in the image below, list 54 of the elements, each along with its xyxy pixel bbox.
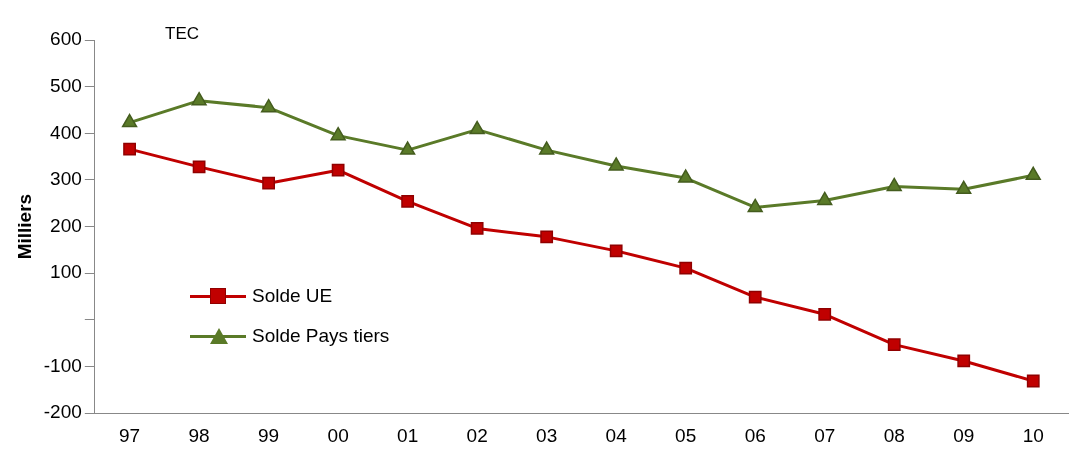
y-tick-label: -100 (43, 354, 82, 376)
point (678, 169, 694, 183)
y-tick-label: 600 (50, 28, 82, 50)
point (192, 160, 206, 174)
y-tick-label: 400 (50, 121, 82, 143)
point (817, 191, 833, 206)
point (191, 91, 207, 106)
legend-label: Solde UE (252, 285, 333, 307)
x-tick-label: 04 (605, 424, 628, 446)
point (331, 163, 345, 177)
legend-label: Solde Pays tiers (252, 325, 390, 347)
point (540, 230, 554, 244)
x-tick-label: 09 (953, 424, 975, 446)
point (679, 261, 693, 275)
point (818, 307, 832, 321)
x-tick-label: 02 (466, 424, 488, 446)
point (886, 177, 902, 192)
x-tick-label: 03 (536, 424, 558, 446)
x-tick-label: 10 (1022, 424, 1044, 446)
point (401, 195, 415, 208)
x-tick-label: 08 (883, 424, 905, 446)
x-tick-label: 98 (188, 424, 210, 446)
x-tick-label: 05 (675, 424, 697, 446)
x-tick-label: 07 (814, 424, 836, 446)
y-tick-label: 500 (50, 74, 82, 96)
point (748, 290, 762, 304)
point (747, 198, 763, 213)
point (956, 180, 972, 195)
point (957, 354, 971, 368)
point (399, 141, 416, 155)
point (609, 244, 623, 258)
point (470, 222, 484, 235)
y-tick-label: 200 (50, 214, 82, 236)
point (1026, 374, 1040, 388)
x-tick-label: 97 (119, 424, 141, 446)
point (887, 338, 901, 352)
point (469, 120, 485, 135)
y-tick-label: 300 (50, 168, 82, 190)
annotation: TEC (165, 24, 199, 44)
x-tick-label: 00 (327, 424, 349, 446)
x-tick-label: 99 (258, 424, 280, 446)
point (260, 98, 277, 113)
point (608, 157, 624, 171)
point (330, 126, 346, 141)
point (121, 113, 138, 128)
x-tick-label: 01 (397, 424, 419, 446)
y-tick-label: -200 (43, 401, 82, 423)
point (538, 141, 555, 155)
point (262, 176, 276, 190)
point (1025, 166, 1041, 181)
point (123, 142, 136, 156)
x-tick-label: 06 (744, 424, 766, 446)
y-axis-title: Milliers (13, 193, 35, 260)
y-tick-label: 100 (50, 261, 82, 283)
